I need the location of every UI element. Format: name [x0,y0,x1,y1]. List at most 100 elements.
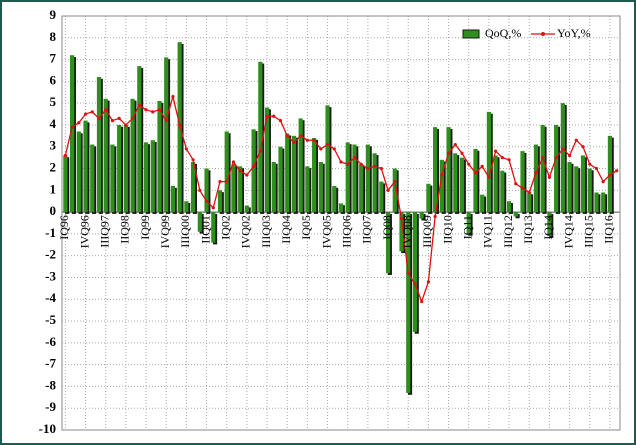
bar [426,183,431,213]
line-marker [231,160,236,164]
bar [459,157,465,213]
x-tick-label: IIIQ97 [97,215,111,248]
line-marker [366,166,370,171]
bar [540,124,545,213]
bar [83,120,88,213]
bar [170,185,176,213]
x-tick-label: IQ14 [541,215,555,240]
x-tick-label: IIIQ15 [581,215,595,248]
line-marker [379,166,383,171]
line-marker [137,103,141,107]
line-marker [184,147,188,151]
line-marker [124,123,128,127]
bar [473,148,478,213]
bar [520,151,525,213]
bar [587,168,592,213]
x-tick-label: IIIQ00 [178,215,192,248]
line-marker [144,108,148,112]
bar [197,212,202,232]
x-tick-label: IVQ05 [319,215,333,248]
line-marker [406,271,410,275]
bar [305,166,310,213]
line-marker [487,175,491,179]
bar [533,144,539,213]
line-marker [278,118,283,123]
line-marker [420,299,424,304]
line-marker [292,140,296,144]
line-marker [164,118,168,123]
y-tick-label: -8 [45,377,56,392]
x-tick-label: IIQ10 [440,215,454,244]
bar [385,212,391,274]
bar [338,203,344,213]
x-tick-label: IQ96 [57,215,71,240]
y-tick-label: 9 [50,7,57,22]
y-tick-label: 6 [50,72,57,87]
bar [244,205,249,213]
y-tick-label: -9 [45,399,56,414]
line-marker [178,123,182,127]
line-marker [258,149,262,153]
line-marker [151,110,155,114]
y-tick-label: 1 [50,181,57,196]
x-tick-label: IQ05 [299,215,313,240]
line-marker [90,110,94,114]
bar [184,201,189,213]
bar [123,124,128,213]
x-tick-label: IIQ07 [360,215,374,244]
line-marker [97,116,101,121]
line-marker [541,156,545,160]
line-marker [514,182,518,186]
x-tick-label: IIIQ03 [259,215,273,248]
line-marker [352,156,357,160]
bar [580,155,586,213]
bar [365,144,370,213]
x-tick-label: IVQ11 [481,215,495,248]
y-tick-label: 7 [50,51,57,66]
y-tick-label: -2 [45,247,56,262]
bar [291,135,297,213]
line-marker [527,190,531,195]
line-marker [547,175,552,179]
line-marker [446,151,451,155]
bar [96,77,102,213]
x-tick-label: IVQ14 [561,215,575,248]
x-tick-label: IVQ99 [158,215,172,248]
y-tick-label: 3 [50,138,57,153]
marks [63,42,619,395]
line-marker [325,142,330,147]
bar [399,212,404,252]
bar [217,190,223,213]
line-marker [70,125,74,129]
bar [325,105,330,213]
bar [601,192,606,213]
line-marker [480,164,484,168]
line-marker [373,164,377,168]
bar [318,161,323,213]
x-tick-label: IIIQ12 [501,215,515,248]
bar [90,144,95,213]
line-marker [413,282,417,286]
line-marker [218,180,222,184]
line-marker [130,116,135,121]
line-marker [319,147,323,151]
bar [433,127,438,213]
plot-border [61,15,621,431]
line-marker [117,116,121,121]
x-tick-label: IIQ13 [521,215,535,244]
line-marker [520,186,525,190]
bar [63,155,68,213]
bar [480,194,485,213]
line-marker [561,147,565,151]
legend-label: YoY,% [557,26,591,40]
bar [493,155,498,213]
line-marker [110,118,115,123]
bar [211,212,216,243]
bar [130,98,135,213]
line-marker [574,138,578,142]
line-marker [426,280,430,284]
line-marker [157,108,162,112]
bar [359,164,364,213]
bar [204,168,209,213]
